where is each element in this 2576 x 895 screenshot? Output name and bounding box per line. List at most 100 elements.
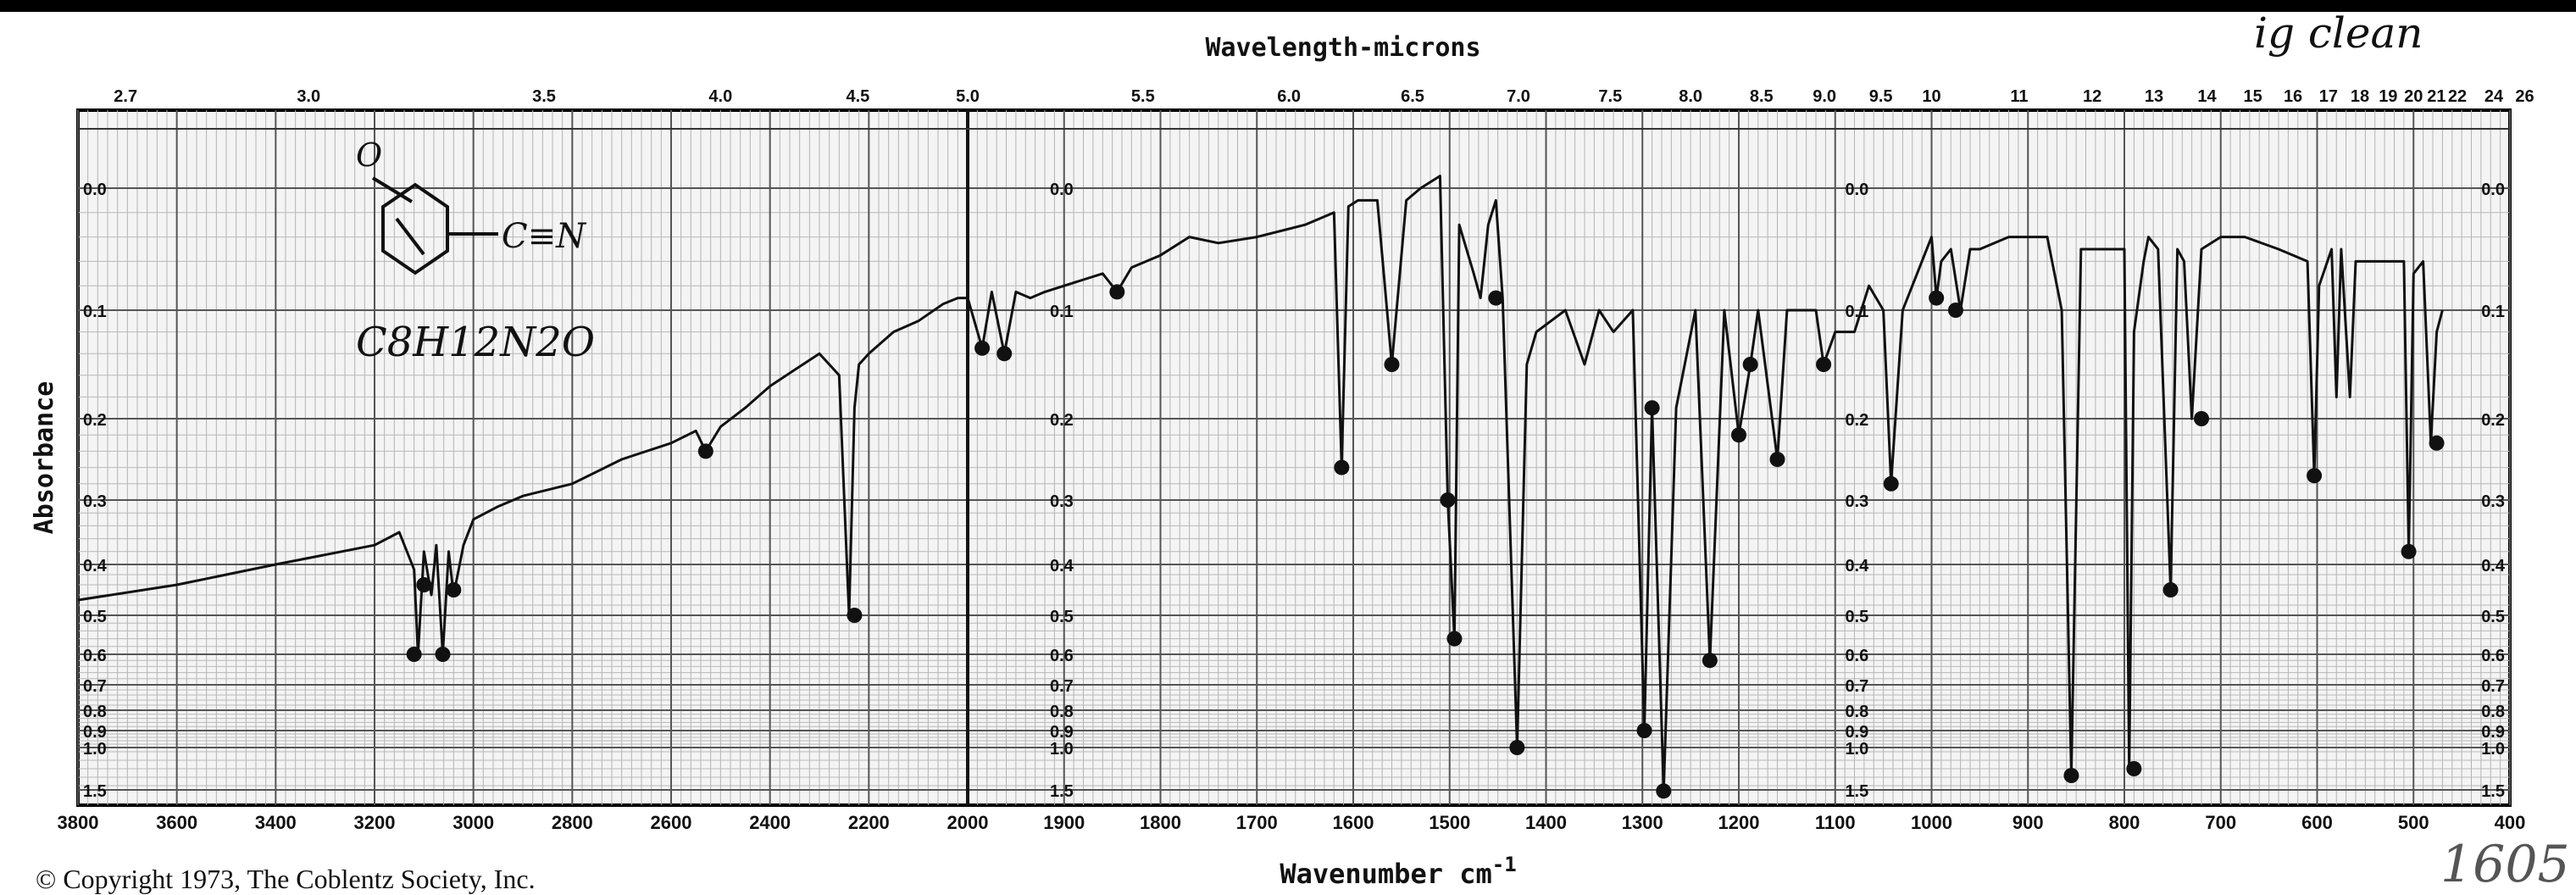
absorbance-tick-label: 0.1 [83, 303, 107, 321]
peak-marker [1509, 740, 1525, 755]
peak-marker [2162, 582, 2179, 598]
wavelength-tick-label: 6.5 [1401, 87, 1424, 106]
peak-marker [1702, 653, 1718, 669]
spectrum-line [77, 175, 2444, 792]
x-axis-label-exponent: -1 [1492, 853, 1517, 876]
mid-absorbance-ticks-right: 0.0 0.1 0.2 0.3 0.4 0.5 0.6 0.7 0.8 0.91.0 1.5 [1845, 181, 1869, 801]
absorbance-tick-label: 0.1 [2481, 303, 2505, 321]
absorbance-tick-label: 0.2 [1845, 411, 1868, 430]
absorbance-tick-label: 0.8 [1050, 703, 1074, 721]
wavelength-tick-label: 8.0 [1679, 87, 1702, 106]
wavenumber-tick-label: 500 [2398, 812, 2429, 833]
absorbance-tick-label: 0.6 [2481, 647, 2505, 665]
wavelength-tick-label: 7.0 [1507, 87, 1530, 106]
copyright-text: © Copyright 1973, The Coblentz Society, … [36, 864, 536, 894]
peak-marker [847, 608, 863, 623]
wavelength-tick-label: 15 [2244, 87, 2262, 106]
wavenumber-tick-label: 400 [2495, 812, 2526, 833]
wavelength-tick-label: 5.0 [956, 87, 980, 106]
absorbance-tick-label: 0.2 [2481, 411, 2505, 430]
wavelength-tick-label: 5.5 [1131, 87, 1155, 106]
absorbance-tick-label: 0.3 [1050, 492, 1074, 511]
wavenumber-tick-label: 2000 [947, 812, 989, 833]
absorbance-tick-label: 0.7 [2481, 677, 2505, 696]
wavenumber-ticks: 3800 3600 3400 3200 3000 2800 2600 2400 2200 2000… [58, 812, 2526, 833]
absorbance-tick-label: 0.3 [2481, 492, 2505, 511]
wavenumber-tick-label: 2400 [749, 812, 791, 833]
wavenumber-tick-label: 1300 [1622, 812, 1663, 833]
absorbance-tick-label: 0.4 [83, 557, 108, 575]
absorbance-tick-label: 1.0 [1845, 740, 1868, 759]
wavelength-tick-label: 3.5 [532, 87, 556, 106]
peak-marker [406, 647, 422, 662]
wavenumber-tick-label: 1900 [1043, 812, 1085, 833]
absorbance-tick-label: 0.0 [83, 181, 107, 199]
wavelength-tick-label: 14 [2197, 87, 2217, 106]
wavelength-tick-label: 2.7 [114, 87, 137, 106]
annotation-atom: O [356, 136, 382, 174]
wavelength-tick-label: 18 [2351, 87, 2369, 106]
absorbance-tick-label: 0.2 [1050, 411, 1074, 430]
peak-marker [1929, 290, 1945, 306]
absorbance-tick-label: 0.9 [83, 723, 107, 742]
wavenumber-tick-label: 900 [2012, 812, 2044, 833]
absorbance-tick-label: 1.0 [83, 740, 107, 759]
peak-marker [1644, 400, 1660, 416]
absorbance-tick-label: 0.4 [2481, 557, 2506, 575]
annotation-group: C≡N [502, 217, 587, 256]
peak-marker [2307, 468, 2323, 484]
wavenumber-tick-label: 3800 [58, 812, 99, 833]
absorbance-tick-label: 0.8 [1845, 703, 1868, 721]
wavelength-tick-label: 8.5 [1750, 87, 1774, 106]
wavenumber-tick-label: 600 [2301, 812, 2333, 833]
wavelength-tick-label: 22 [2448, 87, 2467, 106]
wavelength-tick-label: 9.0 [1813, 87, 1836, 106]
peak-marker [1816, 357, 1832, 372]
peak-marker [974, 340, 991, 356]
absorbance-tick-label: 0.3 [1845, 492, 1868, 511]
wavelength-tick-label: 26 [2515, 87, 2534, 106]
peak-marker [2063, 768, 2079, 783]
peak-marker [1742, 357, 1758, 372]
wavenumber-tick-label: 1500 [1429, 812, 1470, 833]
wavenumber-tick-label: 2200 [848, 812, 890, 833]
peak-marker [1334, 459, 1350, 475]
peak-marker [997, 346, 1013, 362]
peak-markers [406, 284, 2445, 799]
wavenumber-tick-label: 3200 [354, 812, 396, 833]
black-top-border [0, 0, 2576, 12]
absorbance-tick-label: 0.9 [1845, 723, 1868, 742]
peak-marker [2126, 761, 2142, 776]
peak-marker [1109, 284, 1125, 300]
peak-marker [1446, 631, 1463, 647]
absorbance-tick-label: 0.7 [83, 677, 107, 696]
major-grid [77, 110, 2511, 805]
peak-marker [446, 582, 462, 598]
absorbance-tick-label: 0.9 [1050, 723, 1074, 742]
absorbance-tick-label: 0.7 [1050, 677, 1074, 696]
wavelength-ticks: 2.7 3.0 3.5 4.0 4.5 5.0 5.5 6.0 6.5 7.0 7.5 8.0 8.5 9… [114, 87, 2534, 106]
absorbance-tick-label: 1.0 [1050, 740, 1074, 759]
corner-note: ig clean [2254, 8, 2423, 58]
absorbance-tick-label: 0.6 [83, 647, 107, 665]
wavelength-tick-label: 12 [2083, 87, 2101, 106]
minor-grid [77, 110, 2510, 805]
top-axis-label: Wavelength-microns [1205, 33, 1480, 63]
wavenumber-tick-label: 1400 [1525, 812, 1567, 833]
absorbance-tick-label: 0.0 [1845, 181, 1868, 199]
absorbance-tick-label: 0.3 [83, 492, 107, 511]
absorbance-tick-label: 1.0 [2481, 740, 2505, 759]
wavenumber-tick-label: 2600 [651, 812, 692, 833]
wavelength-tick-label: 13 [2145, 87, 2163, 106]
annotation-formula: C8H12N2O [356, 319, 595, 366]
absorbance-tick-label: 1.5 [1050, 782, 1074, 801]
peak-marker [1384, 357, 1400, 372]
peak-marker [2401, 543, 2417, 559]
absorbance-tick-label: 0.8 [2481, 703, 2505, 721]
peak-marker [416, 577, 432, 592]
mid-absorbance-ticks-left: 0.0 0.1 0.2 0.3 0.4 0.5 0.6 0.7 0.8 0.91.0 1.5 [1050, 181, 1074, 801]
wavenumber-tick-label: 3600 [156, 812, 197, 833]
absorbance-tick-label: 0.5 [1845, 608, 1868, 626]
absorbance-tick-label: 0.8 [83, 703, 107, 721]
absorbance-tick-label: 0.4 [1845, 557, 1869, 575]
